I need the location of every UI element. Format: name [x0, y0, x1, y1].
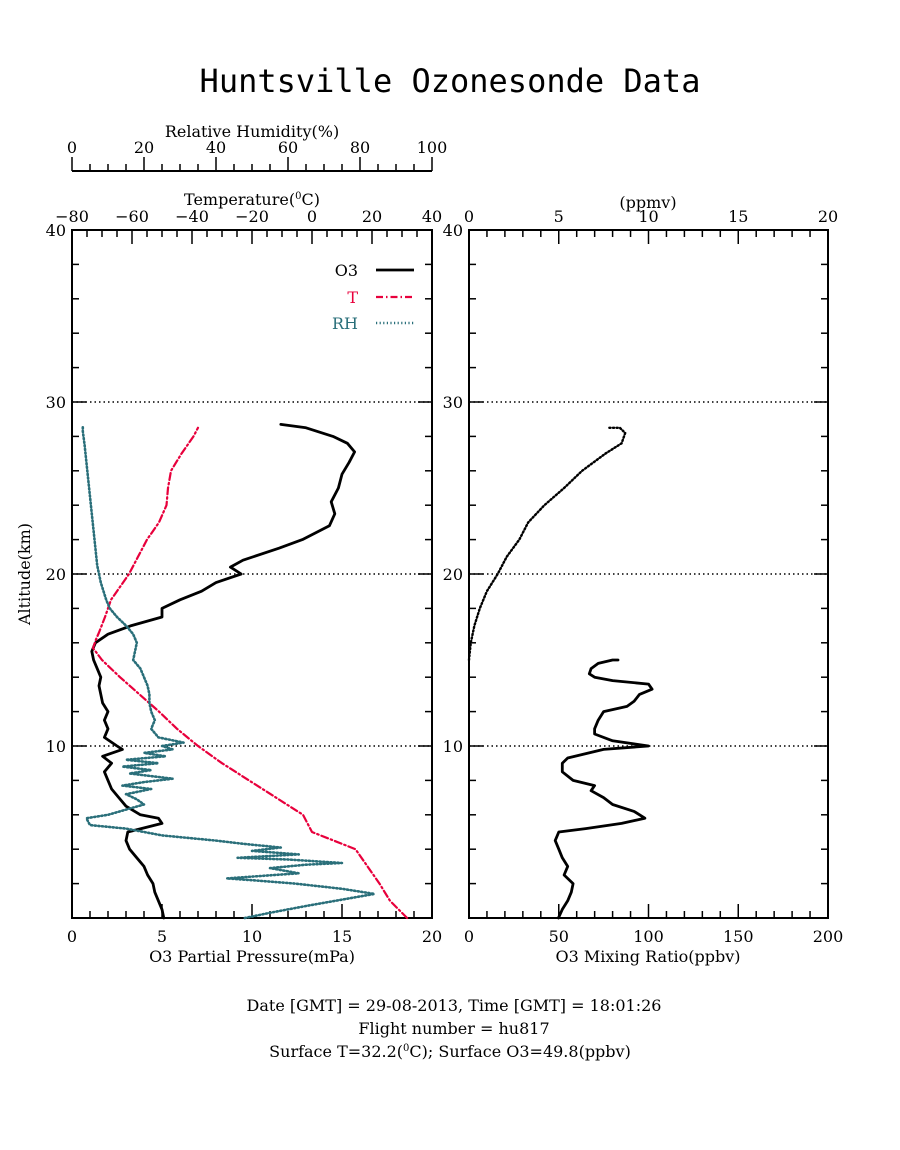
footer-surface-sup: 0: [403, 1043, 409, 1054]
right-top-tick-label-15: 15: [728, 207, 748, 226]
left-temp-label-a: Temperature(: [184, 190, 295, 209]
left-rh-tick-label-60: 60: [278, 138, 298, 157]
left-temp-tick-label-20: 20: [362, 207, 382, 226]
left-temp-tick-label--80: −80: [55, 207, 89, 226]
right-top-tick-label-0: 0: [464, 207, 474, 226]
left-rh-tick-label-40: 40: [206, 138, 226, 157]
footer-date-time: Date [GMT] = 29-08-2013, Time [GMT] = 18…: [247, 996, 662, 1015]
right-xtick-label-100: 100: [633, 927, 664, 946]
right-xlabel-top: (ppmv): [619, 193, 676, 212]
left-ytick-label-40: 40: [46, 221, 66, 240]
left-ytick-label-10: 10: [46, 737, 66, 756]
left-temp-label-sup: 0: [295, 191, 301, 202]
left-temp-tick-label--20: −20: [235, 207, 269, 226]
left-rh-tick-label-100: 100: [417, 138, 448, 157]
left-xtick-label-0: 0: [67, 927, 77, 946]
right-ytick-label-30: 30: [443, 393, 463, 412]
left-temp-label-b: C): [301, 190, 319, 209]
legend-label-rh: RH: [332, 314, 358, 333]
legend-label-o3: O3: [335, 261, 358, 280]
right-xtick-label-0: 0: [464, 927, 474, 946]
left-xtick-label-5: 5: [157, 927, 167, 946]
left-rh-axis-label: Relative Humidity(%): [165, 122, 339, 141]
legend-label-t: T: [347, 288, 358, 307]
right-top-tick-label-10: 10: [638, 207, 658, 226]
right-xtick-label-150: 150: [723, 927, 754, 946]
footer-surface-values: Surface T=32.2(0C); Surface O3=49.8(ppbv…: [269, 1042, 631, 1061]
right-xlabel-bottom: O3 Mixing Ratio(ppbv): [555, 947, 740, 966]
right-top-tick-label-20: 20: [818, 207, 838, 226]
left-temp-tick-label--40: −40: [175, 207, 209, 226]
left-rh-tick-label-80: 80: [350, 138, 370, 157]
left-rh-tick-label-20: 20: [134, 138, 154, 157]
left-ytick-label-30: 30: [46, 393, 66, 412]
left-ytick-label-20: 20: [46, 565, 66, 584]
right-xtick-label-50: 50: [549, 927, 569, 946]
left-series-o3: [90, 423, 356, 920]
chart-title: Huntsville Ozonesonde Data: [200, 62, 701, 100]
left-ylabel: Altitude(km): [15, 523, 34, 626]
left-panel: 10 20 30 40 Altitude(km) 0 5 10 15 20 O3 Partial P…: [15, 122, 447, 966]
left-temp-tick-label--60: −60: [115, 207, 149, 226]
footer-surface-b: C); Surface O3=49.8(ppbv): [409, 1042, 630, 1061]
left-series-rh: [81, 424, 376, 920]
left-temp-tick-label-40: 40: [422, 207, 442, 226]
footer-surface-a: Surface T=32.2(: [269, 1042, 403, 1061]
left-xlabel-bottom: O3 Partial Pressure(mPa): [149, 947, 355, 966]
right-frame: [468, 229, 829, 919]
right-series-0: [553, 658, 654, 920]
left-xtick-label-15: 15: [332, 927, 352, 946]
left-series-t: [91, 426, 409, 920]
footer: Date [GMT] = 29-08-2013, Time [GMT] = 18…: [247, 996, 662, 1061]
left-temp-axis-label: Temperature(0C): [184, 190, 320, 209]
left-rh-tick-label-0: 0: [67, 138, 77, 157]
left-xtick-label-10: 10: [242, 927, 262, 946]
right-top-tick-label-5: 5: [554, 207, 564, 226]
right-ytick-label-10: 10: [443, 737, 463, 756]
right-xtick-label-200: 200: [813, 927, 844, 946]
left-xtick-label-20: 20: [422, 927, 442, 946]
right-ytick-label-20: 20: [443, 565, 463, 584]
right-ytick-label-40: 40: [443, 221, 463, 240]
right-series-1: [467, 426, 627, 662]
footer-flight-number: Flight number = hu817: [358, 1019, 549, 1038]
left-temp-tick-label-0: 0: [307, 207, 317, 226]
